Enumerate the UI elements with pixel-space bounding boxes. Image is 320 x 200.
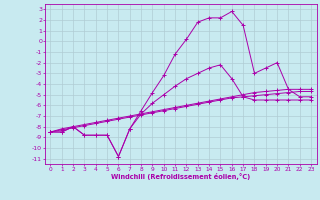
X-axis label: Windchill (Refroidissement éolien,°C): Windchill (Refroidissement éolien,°C) — [111, 173, 251, 180]
